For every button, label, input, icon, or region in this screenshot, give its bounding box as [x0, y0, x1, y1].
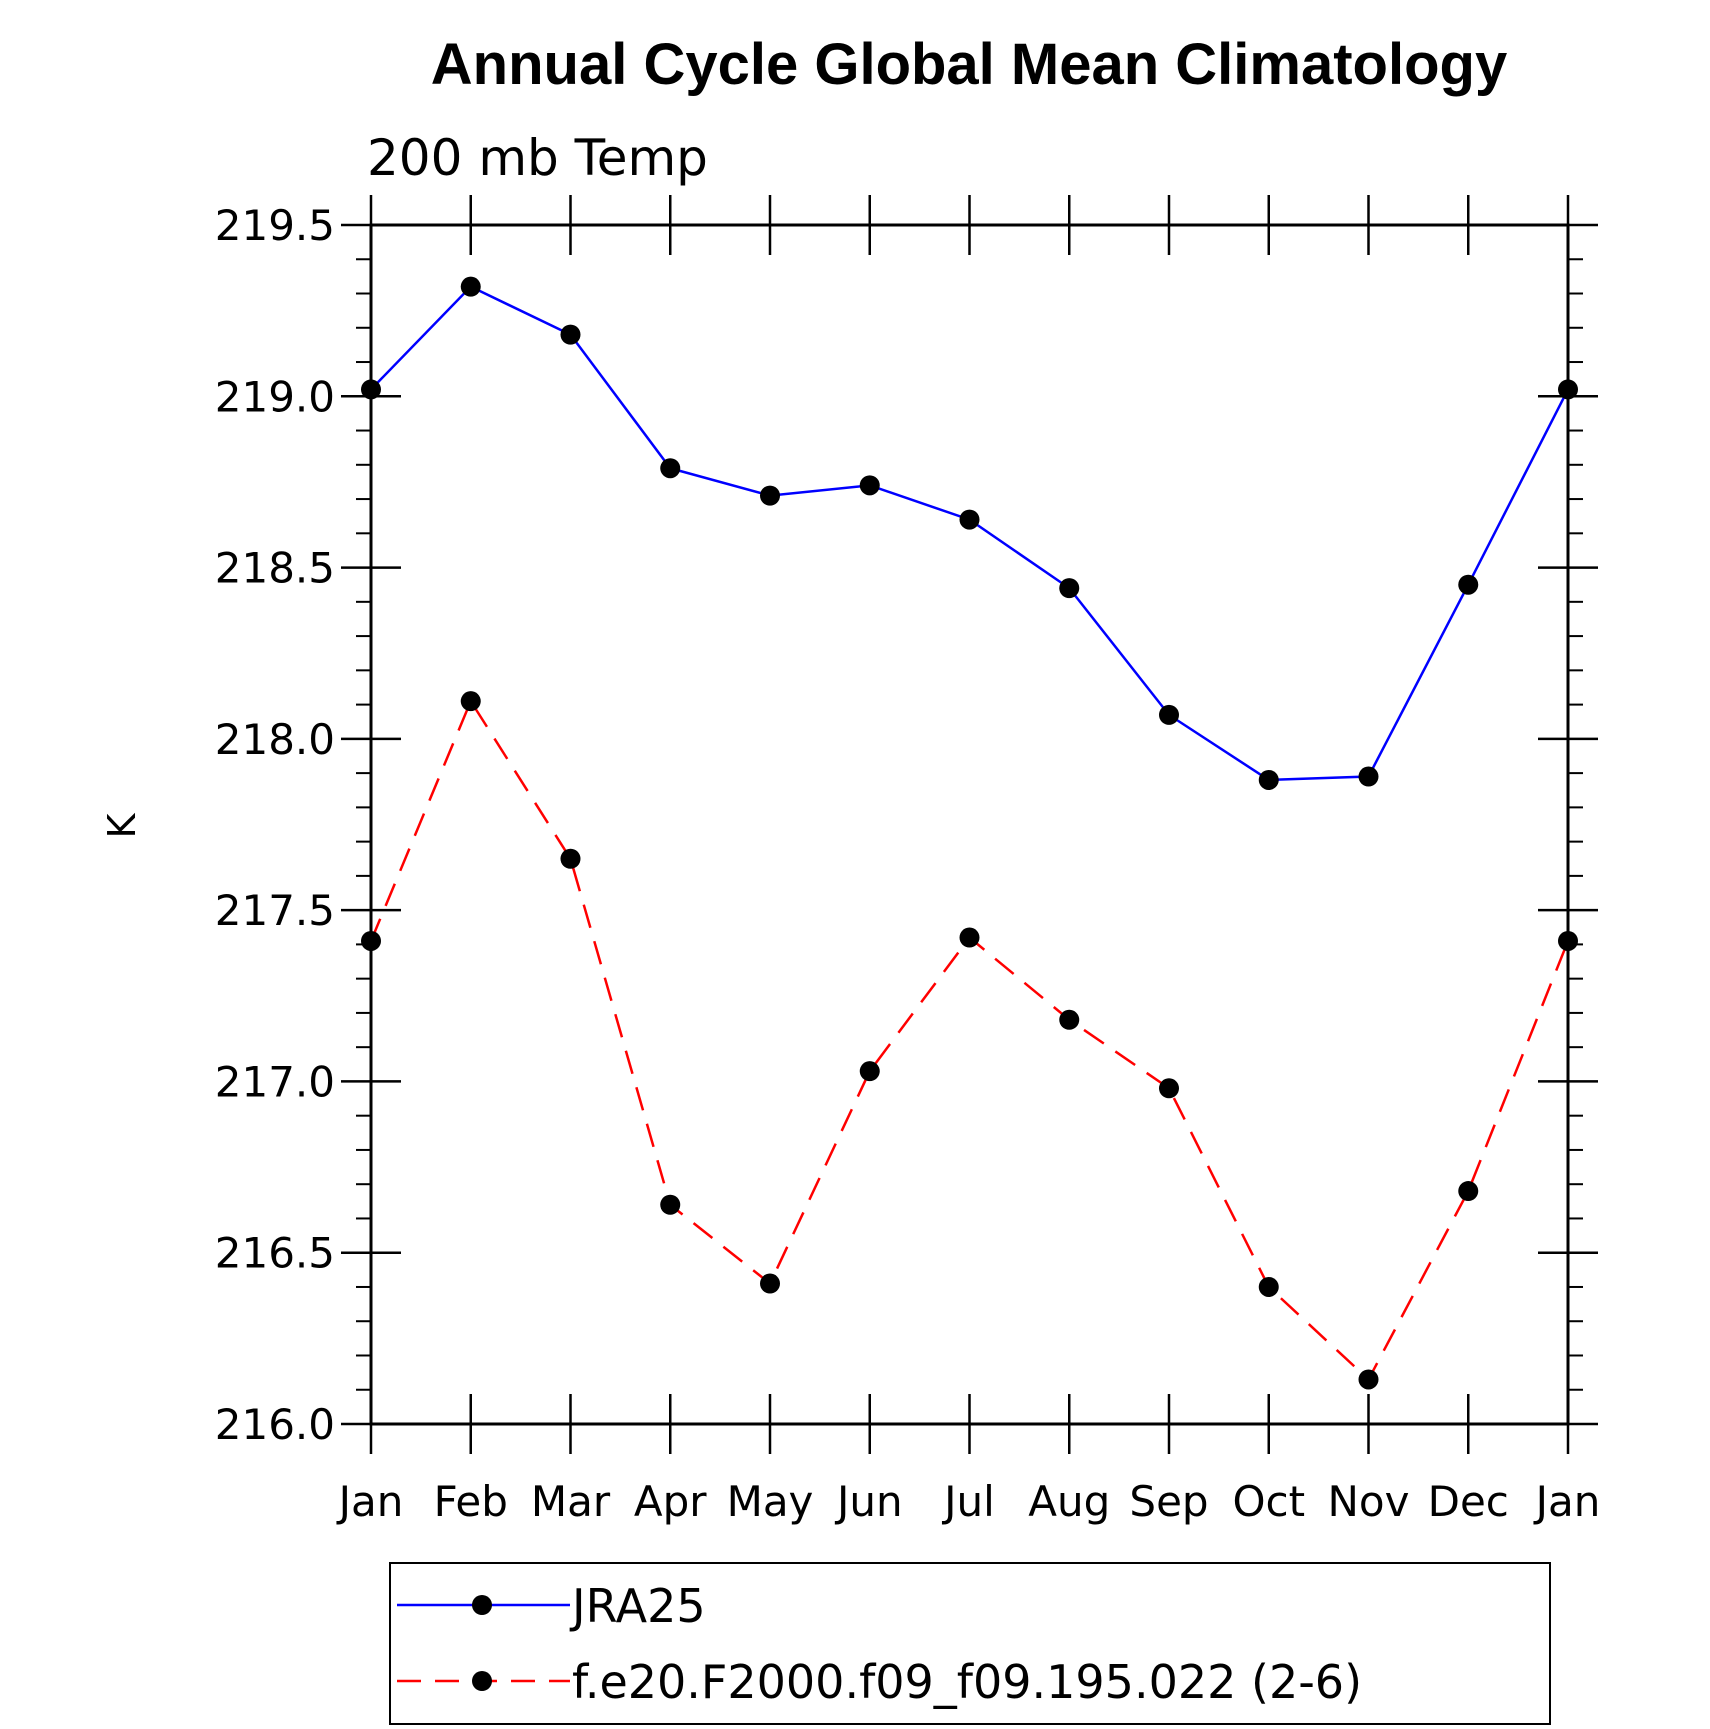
- x-tick-label: Oct: [1232, 1477, 1305, 1526]
- y-tick-label: 218.0: [215, 715, 335, 764]
- series-0-point: [959, 509, 980, 530]
- series-layer: [361, 276, 1578, 1390]
- x-tick-label: Nov: [1328, 1477, 1410, 1526]
- series-1-point: [1059, 1009, 1080, 1030]
- x-tick-label: May: [727, 1477, 814, 1526]
- x-tick-label: Apr: [634, 1477, 707, 1526]
- y-tick-label: 217.5: [215, 886, 335, 935]
- axis-ticks: 216.0 216.5 217.0 217.5 218.0 218.5 219.0 219.5…: [215, 195, 1601, 1526]
- x-tick-label: Jan: [336, 1477, 404, 1526]
- legend-label-model: f.e20.F2000.f09_f09.195.022 (2-6): [572, 1655, 1362, 1709]
- series-0-point: [859, 475, 880, 496]
- series-0-point: [1258, 769, 1279, 790]
- series-0-point: [760, 485, 780, 506]
- y-tick-label: 216.5: [215, 1229, 335, 1278]
- y-tick-label: 218.5: [215, 544, 335, 593]
- series-line-1: [369, 698, 1570, 1382]
- series-1-point: [1258, 1276, 1279, 1297]
- x-tick-label: Mar: [531, 1477, 611, 1526]
- x-tick-label: Aug: [1028, 1477, 1110, 1526]
- legend-marker-jra25: [472, 1595, 492, 1615]
- legend-marker-model: [472, 1671, 492, 1691]
- legend-label-jra25: JRA25: [569, 1579, 706, 1633]
- x-tick-label: Jun: [834, 1477, 903, 1526]
- series-1-point: [1159, 1078, 1179, 1099]
- series-0-point: [560, 324, 581, 345]
- x-tick-label: Sep: [1129, 1477, 1208, 1526]
- x-tick-label: Jan: [1533, 1477, 1601, 1526]
- series-0-point: [1458, 574, 1479, 595]
- series-0-point: [660, 458, 681, 479]
- series-1-point: [460, 691, 481, 712]
- y-tick-label: 217.0: [215, 1057, 335, 1106]
- series-line-0: [370, 285, 1570, 782]
- y-tick-label: 219.0: [215, 372, 335, 421]
- x-tick-label: Jul: [941, 1477, 995, 1526]
- y-tick-label: 219.5: [215, 201, 335, 250]
- series-0-point: [460, 276, 481, 297]
- chart-subtitle: 200 mb Temp: [367, 129, 708, 187]
- chart-title: Annual Cycle Global Mean Climatology: [431, 32, 1507, 97]
- legend: JRA25 f.e20.F2000.f09_f09.195.022 (2-6): [389, 1562, 1551, 1725]
- x-tick-label: Feb: [434, 1477, 508, 1526]
- series-1-point: [1458, 1181, 1479, 1202]
- y-tick-label: 216.0: [215, 1400, 335, 1449]
- series-0-point: [1358, 766, 1379, 787]
- series-1-point: [959, 927, 980, 948]
- series-1-point: [660, 1194, 681, 1215]
- plot-frame: [369, 223, 1570, 1426]
- legend-box: [389, 1562, 1551, 1725]
- series-1-point: [859, 1061, 880, 1082]
- x-tick-label: Dec: [1428, 1477, 1509, 1526]
- series-1-point: [560, 848, 581, 869]
- series-1-point: [1358, 1369, 1379, 1390]
- series-0-point: [1059, 578, 1080, 599]
- series-1-point: [760, 1273, 780, 1294]
- series-0-point: [1159, 704, 1179, 725]
- y-axis-label: K: [100, 812, 144, 838]
